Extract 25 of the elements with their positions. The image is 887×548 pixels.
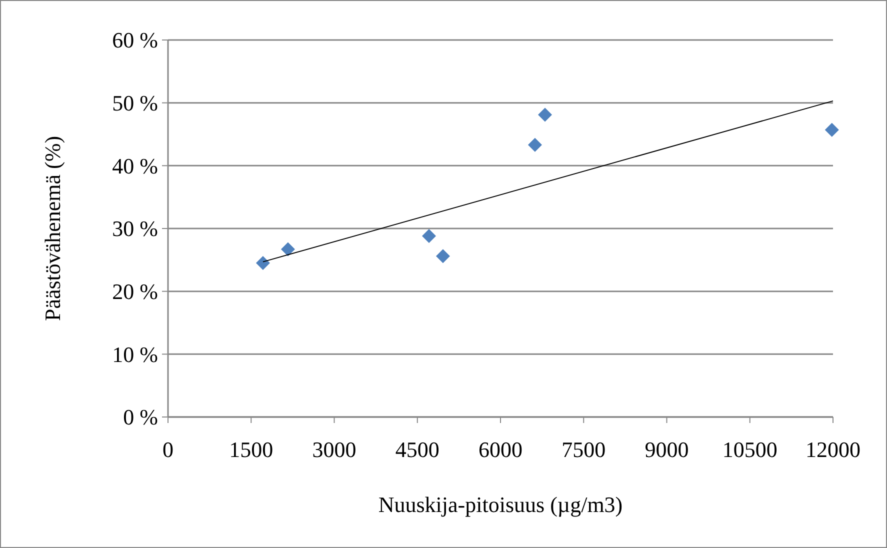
- x-tick-label: 10500: [722, 437, 778, 462]
- x-tick-label: 9000: [644, 437, 689, 462]
- y-tick-label: 40 %: [112, 153, 158, 178]
- y-tick-label: 60 %: [112, 28, 158, 53]
- point: [280, 242, 295, 256]
- point: [538, 108, 552, 122]
- x-tick-label: 0: [162, 437, 174, 462]
- x-tick-label: 7500: [562, 437, 606, 462]
- y-tick-label: 30 %: [112, 216, 158, 242]
- point: [422, 229, 436, 244]
- x-axis-title: Nuuskija-pitoisuus (µg/m3): [378, 492, 623, 517]
- x-tick-label: 6000: [478, 437, 522, 462]
- point: [824, 122, 839, 137]
- y-tick-label: 0 %: [123, 404, 158, 430]
- x-tick-label: 12000: [806, 437, 860, 462]
- y-tick-label: 50 %: [112, 90, 158, 116]
- x-tick-label: 4500: [395, 437, 440, 462]
- x-tick-label: 1500: [229, 437, 274, 462]
- point: [436, 249, 450, 264]
- y-tick-label: 10 %: [112, 342, 158, 367]
- point: [256, 256, 270, 270]
- x-tick-label: 3000: [312, 437, 356, 462]
- y-tick-label: 20 %: [112, 279, 158, 304]
- y-axis-title: Päästövähenemä (%): [40, 136, 65, 322]
- point: [528, 138, 542, 152]
